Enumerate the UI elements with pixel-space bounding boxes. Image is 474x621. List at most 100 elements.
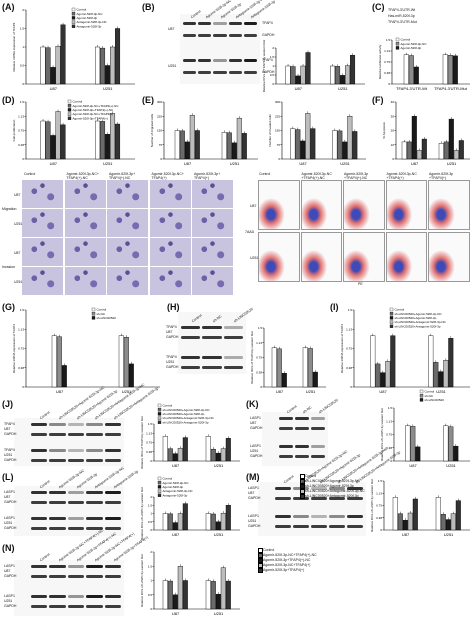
y-tick-label: 150 (157, 129, 162, 133)
bar (305, 113, 311, 160)
y-tick-label: 2 (150, 550, 152, 554)
bar (205, 436, 211, 462)
facs-plot (385, 180, 427, 230)
y-tick-label: 0.38 (376, 516, 382, 520)
blot-j-cell-0: U87 (4, 427, 11, 431)
legend-entry: sh-LINC00520+Antagomir-520f-3p-NC (305, 488, 365, 493)
y-tick-label: 1.5 (20, 27, 25, 31)
micrograph-image (22, 209, 63, 237)
blot-m-label-3: GAPDH (248, 524, 261, 528)
bar (115, 28, 121, 85)
bar (337, 130, 343, 160)
blot-b-label-0: TFAP4 (262, 21, 273, 25)
legend-swatch (258, 553, 263, 558)
legend-swatch (258, 548, 263, 553)
bar (50, 67, 56, 85)
y-tick-label: 300 (157, 100, 162, 104)
legend-swatch (419, 394, 424, 398)
blot-m-label-1: GAPDH (248, 496, 261, 500)
legend-swatch (157, 481, 162, 485)
legend-entry: Control (73, 100, 83, 104)
y-tick-label: 0 (260, 385, 262, 389)
bar (448, 426, 454, 462)
panel-label-i: (I) (330, 302, 339, 312)
blot-h-cell-0: U87 (166, 330, 173, 334)
micrograph-row-label: U251 (14, 221, 23, 226)
micrograph-image (64, 180, 106, 208)
facs-plot (258, 180, 300, 230)
y-tick-label: 0.75 (386, 433, 392, 437)
bar (435, 497, 441, 531)
blot-band (31, 449, 48, 452)
blot-band (67, 491, 85, 494)
bar (225, 580, 231, 610)
blot-band (86, 527, 103, 530)
blot-band (31, 605, 48, 608)
legend-entry: Agomir-520f-3p-NC (401, 42, 428, 46)
y-tick-label: 20 (391, 129, 395, 133)
x-tick-label: U251 (103, 86, 113, 91)
y-tick-label: 0.75 (146, 441, 152, 445)
y-tick-label: 0 (272, 82, 274, 86)
blot-n-label-1: GAPDH (4, 574, 17, 578)
y-tick-label: 1.5 (148, 564, 153, 568)
bar (50, 135, 56, 160)
y-tick-label: 1.13 (386, 419, 392, 423)
bar (370, 335, 376, 388)
facs-col-header: Agomir-520f-3p +TFAP4(+) (429, 172, 454, 180)
blot-k-label-1: GAPDH (250, 426, 263, 430)
blot-band (213, 34, 227, 37)
y-tick-label: 0 (388, 82, 390, 86)
blot-band (49, 501, 66, 504)
legend-swatch (71, 12, 76, 16)
y-tick-label: 1.13 (376, 491, 382, 495)
y-tick-label: 0 (22, 385, 24, 389)
micrograph-image (107, 180, 148, 208)
legend-swatch (71, 7, 76, 12)
blot-k-cell-0: U87 (250, 421, 257, 425)
y-axis-label: Relative IDVs of TFAP4 by western blot (140, 416, 144, 469)
legend-entry: Control (163, 477, 173, 481)
legend-swatch (395, 42, 400, 46)
y-tick-label: 1.5 (348, 308, 353, 312)
blot-band (202, 356, 222, 359)
bar (415, 446, 421, 462)
y-tick-label: 2 (150, 495, 152, 499)
bar (340, 75, 346, 85)
blot-band (183, 59, 197, 62)
bar (182, 580, 188, 610)
bar (410, 426, 416, 462)
seq-c-0: TFAP4-3'UTR-Wt (388, 8, 416, 12)
blot-band (228, 34, 242, 37)
blot-band (311, 427, 325, 430)
y-tick-label: 0.38 (18, 366, 24, 370)
chart-h: 0 0.38 0.75 1.13 1.5 U87 U251 Relative IDVs of … (250, 308, 328, 396)
legend-entry: sh-LINC00520+Agomir-520f-3p-NC (305, 478, 360, 483)
legend-entry: sh-LINC00520+Agomir-520f-3p-NC (395, 312, 443, 316)
legend-swatch (71, 24, 76, 28)
legend-swatch (67, 116, 72, 120)
blot-band (31, 459, 48, 462)
blot-band (67, 423, 85, 426)
y-tick-label: 0.75 (384, 60, 390, 64)
chartH-svg: 0 0.38 0.75 1.13 1.5 U87 U251 Relative IDVs of … (250, 326, 326, 394)
legend-entry: Control (401, 38, 411, 42)
blot-band (67, 433, 85, 436)
bar (215, 521, 221, 531)
chartE1-svg: 0 75 150 225 300 U87 U251 Number of migrated ce… (150, 100, 258, 166)
legend-entry: Control (263, 547, 275, 552)
legend-swatch (419, 389, 424, 394)
blot-band (347, 515, 363, 518)
x-tick-label: U251 (447, 161, 457, 166)
chart-c: 0 0.38 0.75 1.13 1.5 TFAP4-3'UTR-Wt TFAP4-3'UT… (378, 38, 472, 93)
y-tick-label: 1.5 (148, 503, 153, 507)
blot-band (49, 449, 66, 452)
blot-band (228, 22, 242, 25)
blot-band (49, 459, 66, 462)
blot-band (67, 605, 85, 608)
x-tick-label: U251 (306, 389, 316, 394)
legend-swatch (157, 416, 162, 420)
legend-swatch (157, 476, 162, 481)
y-tick-label: 1 (272, 64, 274, 68)
blot-band (104, 491, 121, 494)
